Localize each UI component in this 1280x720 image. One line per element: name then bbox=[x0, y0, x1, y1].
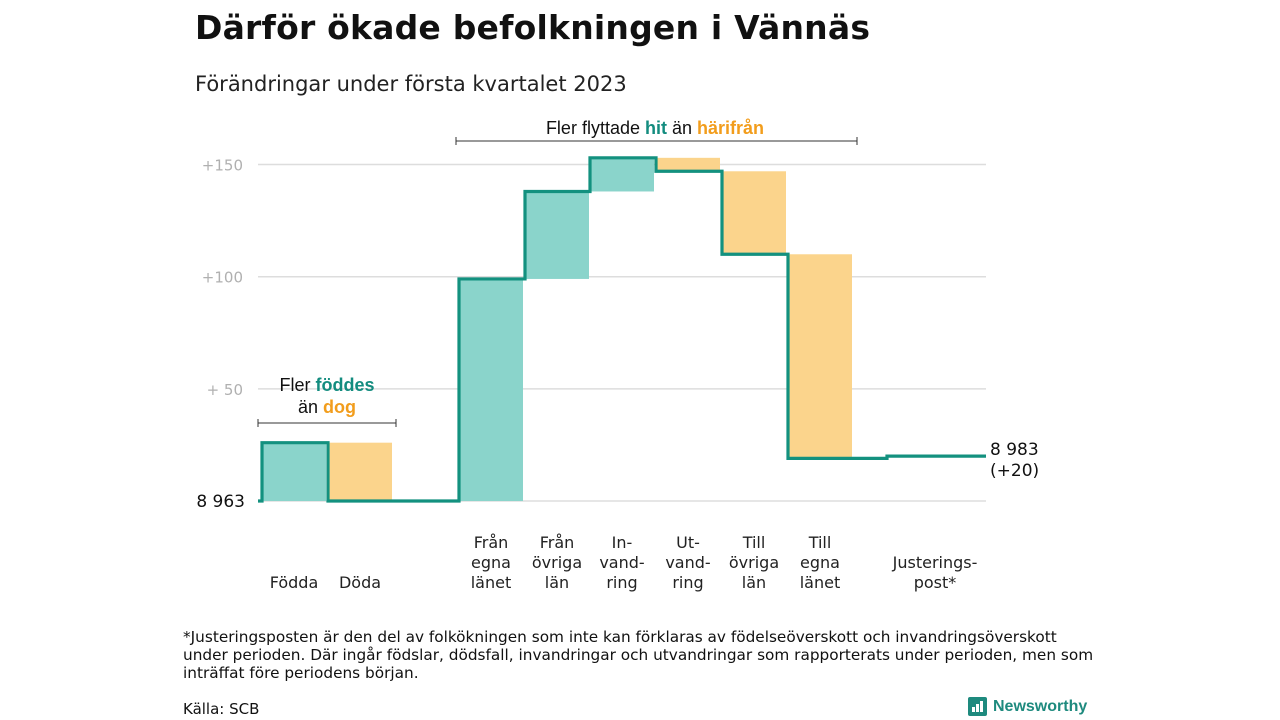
waterfall-bar bbox=[459, 278, 523, 501]
category-label: Till övriga län bbox=[729, 533, 779, 592]
newsworthy-logo-text: Newsworthy bbox=[993, 697, 1088, 715]
y-tick-label: + 50 bbox=[207, 381, 243, 399]
chart-title: Därför ökade befolkningen i Vännäs bbox=[195, 8, 871, 47]
y-tick-label: +150 bbox=[202, 157, 243, 175]
waterfall-bar bbox=[525, 191, 589, 279]
waterfall-bar bbox=[722, 171, 786, 255]
category-label: In-vand-ring bbox=[599, 533, 644, 592]
y-tick-label: +100 bbox=[202, 269, 243, 287]
waterfall-bar bbox=[328, 442, 392, 501]
step-line bbox=[258, 156, 986, 503]
cumulative-step-line bbox=[258, 156, 986, 503]
category-label: Från egna länet bbox=[471, 533, 512, 592]
category-label: Till egna länet bbox=[800, 533, 841, 592]
waterfall-chart: + 50 +100 +150 Födda Döda Från egna länet Från öv… bbox=[196, 118, 1039, 592]
category-label: Justerings-post* bbox=[892, 553, 978, 592]
source-note: Källa: SCB bbox=[183, 700, 260, 718]
footnote: *Justeringsposten är den del av folkökni… bbox=[183, 628, 1094, 682]
end-change-label: (+20) bbox=[990, 461, 1039, 481]
start-value-label: 8 963 bbox=[196, 492, 245, 512]
end-value-label: 8 983 bbox=[990, 440, 1039, 460]
category-label: Födda bbox=[270, 573, 319, 592]
newsworthy-logo: Newsworthy bbox=[968, 697, 1087, 716]
waterfall-bar bbox=[656, 157, 720, 172]
annotations: Fler föddes än dog Fler flyttade hit än … bbox=[257, 118, 858, 427]
bars bbox=[262, 157, 852, 501]
category-label: Från övriga län bbox=[532, 533, 582, 592]
migration-annotation: Fler flyttade hit än härifrån bbox=[546, 118, 764, 138]
births-annotation-line2: än dog bbox=[298, 397, 356, 417]
chart-subtitle: Förändringar under första kvartalet 2023 bbox=[195, 72, 627, 96]
category-label: Döda bbox=[339, 573, 381, 592]
labels: + 50 +100 +150 Födda Döda Från egna länet Från öv… bbox=[202, 157, 978, 592]
waterfall-bar bbox=[788, 254, 852, 459]
waterfall-bar bbox=[262, 442, 326, 501]
category-label: Ut-vand-ring bbox=[665, 533, 710, 592]
births-annotation-line1: Fler föddes bbox=[279, 375, 374, 395]
waterfall-bar bbox=[590, 157, 654, 192]
newsworthy-logo-icon bbox=[968, 697, 987, 716]
